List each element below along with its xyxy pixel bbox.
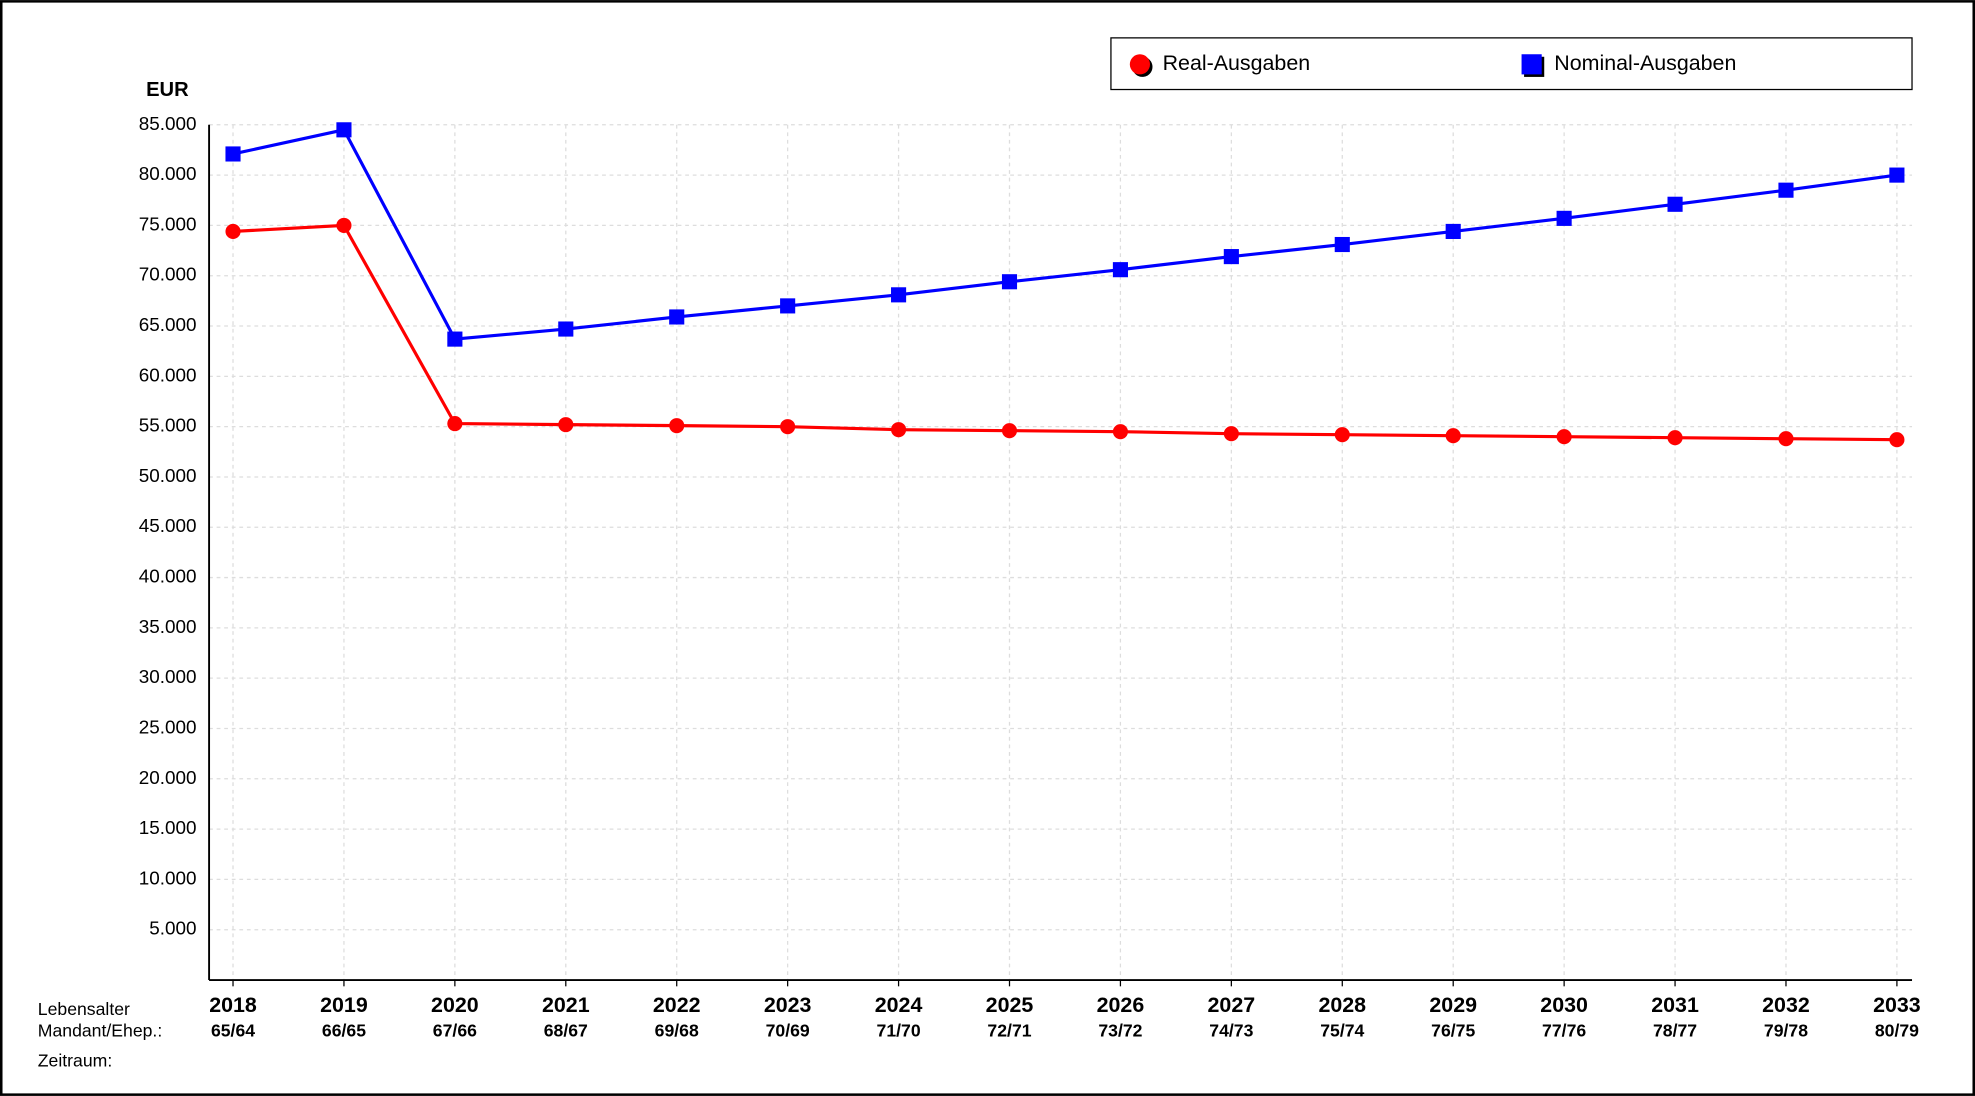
x-tick-sublabel: 79/78 <box>1764 1020 1808 1040</box>
x-tick-sublabel: 76/75 <box>1431 1020 1475 1040</box>
point <box>1667 196 1683 212</box>
y-tick-label: 35.000 <box>139 617 197 638</box>
y-tick-label: 30.000 <box>139 667 197 688</box>
point <box>558 321 574 337</box>
x-tick-label: 2024 <box>875 993 923 1017</box>
x-tick-label: 2029 <box>1429 993 1477 1017</box>
x-tick-sublabel: 74/73 <box>1209 1020 1253 1040</box>
x-tick-sublabel: 69/68 <box>655 1020 699 1040</box>
point <box>558 417 574 433</box>
x-tick-sublabel: 65/64 <box>211 1020 255 1040</box>
legend-label: Real-Ausgaben <box>1163 51 1311 75</box>
point <box>669 418 685 434</box>
y-tick-label: 55.000 <box>139 416 197 437</box>
x-tick-sublabel: 68/67 <box>544 1020 588 1040</box>
point <box>1001 274 1018 290</box>
point <box>669 309 685 325</box>
point <box>1778 431 1794 447</box>
row-label: Lebensalter <box>38 999 130 1019</box>
x-tick-label: 2030 <box>1540 993 1588 1017</box>
point <box>1778 182 1794 198</box>
legend-marker <box>1129 54 1150 75</box>
point <box>780 298 796 314</box>
x-tick-sublabel: 71/70 <box>877 1020 921 1040</box>
line <box>232 223 1897 442</box>
point <box>225 146 241 162</box>
x-tick-sublabel: 67/66 <box>433 1020 477 1040</box>
point <box>336 217 352 233</box>
legend-label: Nominal-Ausgaben <box>1554 51 1736 75</box>
y-tick-label: 60.000 <box>139 365 197 386</box>
x-tick-label: 2026 <box>1097 993 1145 1017</box>
x-tick-label: 2022 <box>653 993 701 1017</box>
y-tick-label: 5.000 <box>149 919 196 940</box>
y-tick-label: 70.000 <box>139 265 197 286</box>
y-tick-label: 25.000 <box>139 717 197 738</box>
point <box>1889 432 1905 448</box>
y-tick-label: 50.000 <box>139 466 197 487</box>
y-tick-label: 45.000 <box>139 516 197 537</box>
point <box>1667 430 1683 446</box>
point <box>780 419 796 435</box>
point <box>1889 167 1905 183</box>
x-tick-sublabel: 66/65 <box>322 1020 366 1040</box>
x-tick-sublabel: 77/76 <box>1542 1020 1586 1040</box>
x-tick-label: 2019 <box>320 993 368 1017</box>
y-tick-label: 10.000 <box>139 868 197 889</box>
point <box>447 331 463 347</box>
line <box>232 128 1898 341</box>
x-tick-label: 2033 <box>1873 993 1921 1017</box>
y-tick-label: 15.000 <box>139 818 197 839</box>
point <box>225 223 241 239</box>
point <box>1001 423 1018 439</box>
x-tick-label: 2032 <box>1762 993 1810 1017</box>
x-tick-label: 2028 <box>1318 993 1366 1017</box>
point <box>1445 223 1461 239</box>
x-tick-sublabel: 70/69 <box>766 1020 810 1040</box>
y-tick-label: 80.000 <box>139 164 197 185</box>
x-tick-label: 2023 <box>764 993 812 1017</box>
row-label: Mandant/Ehep.: <box>38 1020 162 1040</box>
point <box>1334 427 1350 443</box>
x-tick-sublabel: 80/79 <box>1875 1020 1919 1040</box>
x-tick-sublabel: 78/77 <box>1653 1020 1697 1040</box>
x-tick-label: 2027 <box>1208 993 1256 1017</box>
x-tick-label: 2020 <box>431 993 479 1017</box>
point <box>1556 429 1572 445</box>
y-tick-label: 40.000 <box>139 567 197 588</box>
x-tick-label: 2018 <box>209 993 257 1017</box>
point <box>1112 424 1128 440</box>
x-tick-sublabel: 72/71 <box>987 1020 1031 1040</box>
legend <box>1110 37 1913 91</box>
x-tick-label: 2031 <box>1651 993 1699 1017</box>
point <box>1112 262 1128 278</box>
y-tick-label: 65.000 <box>139 315 197 336</box>
point <box>1223 249 1239 265</box>
point <box>1556 210 1572 226</box>
x-tick-label: 2025 <box>986 993 1034 1017</box>
x-tick-label: 2021 <box>542 993 590 1017</box>
point <box>447 416 463 432</box>
x-tick-sublabel: 73/72 <box>1098 1020 1142 1040</box>
point <box>891 422 907 438</box>
point <box>1223 426 1239 442</box>
y-unit: EUR <box>146 79 189 101</box>
y-tick-label: 75.000 <box>139 214 197 235</box>
row-label: Zeitraum: <box>38 1051 112 1071</box>
point <box>336 122 352 138</box>
point <box>1334 236 1350 253</box>
x-tick-sublabel: 75/74 <box>1320 1020 1364 1040</box>
y-tick-label: 20.000 <box>139 768 197 789</box>
legend-marker <box>1521 54 1542 75</box>
point <box>891 287 907 303</box>
y-tick-label: 85.000 <box>139 114 197 135</box>
point <box>1445 428 1461 444</box>
